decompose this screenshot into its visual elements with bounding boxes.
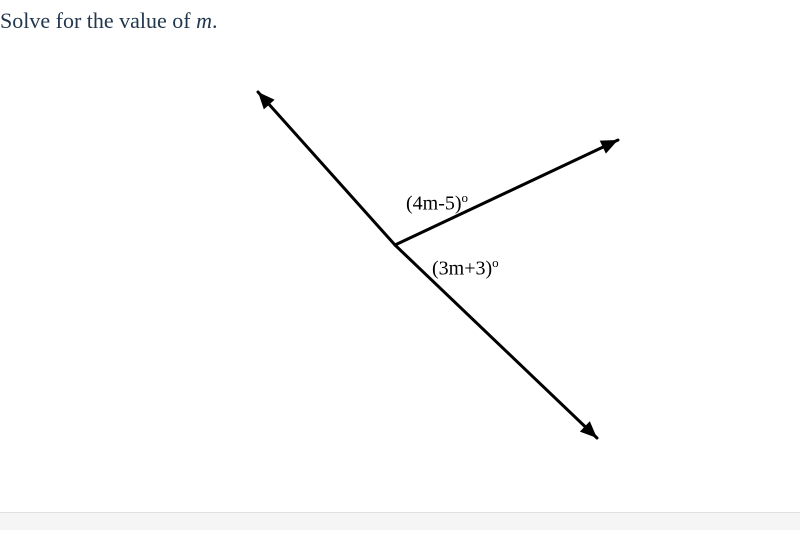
angle-upper-text: (4m-5) — [406, 193, 462, 215]
angle-upper-degree: o — [462, 190, 469, 205]
angle-label-lower: (3m+3)o — [432, 255, 499, 281]
bottom-bar — [0, 512, 800, 530]
angle-lower-degree: o — [492, 255, 499, 270]
angle-label-upper: (4m-5)o — [406, 190, 468, 216]
angle-diagram: (4m-5)o (3m+3)o — [0, 0, 800, 530]
diagram-svg — [0, 0, 800, 530]
angle-lower-text: (3m+3) — [432, 258, 492, 280]
